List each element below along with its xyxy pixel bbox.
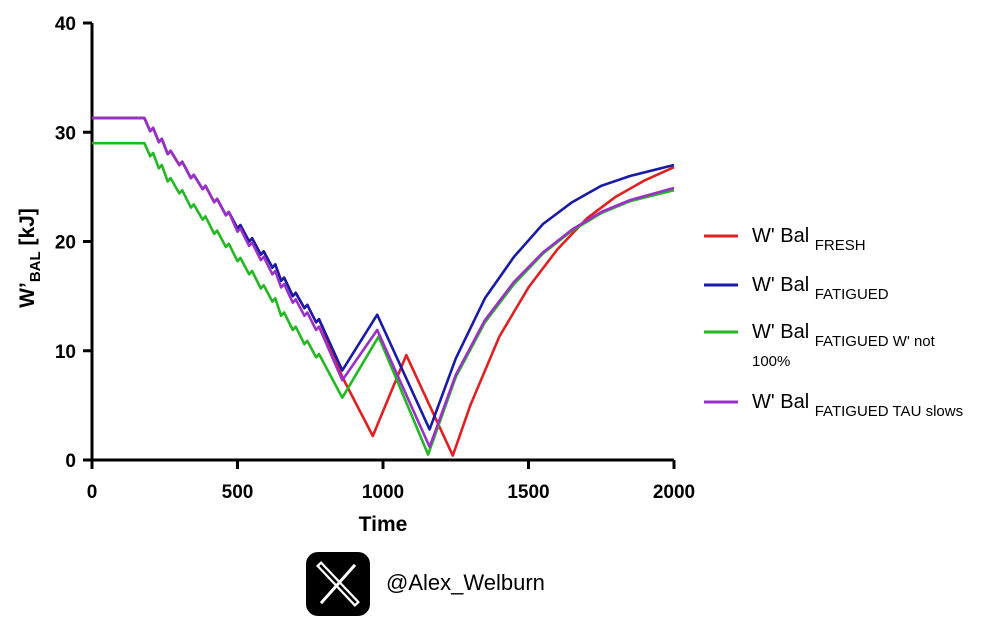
footer-handle: @Alex_Welburn	[306, 552, 545, 616]
y-tick-label: 40	[55, 14, 76, 35]
legend-label-fresh: W' Bal FRESH	[752, 225, 866, 254]
legend-label-fatigued_wnot: W' Bal FATIGUED W' not	[752, 321, 936, 350]
legend-label-fatigued: W' Bal FATIGUED	[752, 274, 889, 303]
axes: 0 10 20 30 40 0 500 1000 1500 2000	[55, 14, 695, 503]
series-line-fatigued_wnot	[92, 141, 675, 456]
x-tick-label: 0	[87, 482, 98, 503]
x-tick-label: 1000	[362, 482, 404, 503]
x-axis-title: Time	[359, 513, 408, 536]
y-tick-label: 10	[55, 342, 76, 363]
legend-label-fatigued_wnot-line2: 100%	[752, 353, 790, 370]
y-tick-label: 30	[55, 123, 76, 144]
y-tick-label: 20	[55, 233, 76, 254]
y-axis-title-sub: BAL	[27, 251, 44, 282]
y-tick-label: 0	[65, 451, 76, 472]
legend: W' Bal FRESH W' Bal FATIGUED W' Bal FATIGU…	[704, 225, 963, 420]
legend-label-fatigued_tau: W' Bal FATIGUED TAU slows	[752, 391, 963, 420]
x-tick-label: 500	[222, 482, 254, 503]
y-axis-title-main: W’	[16, 282, 39, 308]
x-tick-label: 1500	[507, 482, 549, 503]
series-line-fresh	[92, 116, 675, 457]
x-logo-glyph	[316, 561, 360, 607]
series-layer	[92, 116, 675, 457]
y-axis-title-unit: [kJ]	[16, 208, 39, 251]
x-tick-label: 2000	[653, 482, 695, 503]
footer-handle-text: @Alex_Welburn	[386, 570, 545, 595]
y-axis-title: W’BAL [kJ]	[16, 208, 44, 308]
series-line-fatigued_tau	[92, 116, 675, 449]
